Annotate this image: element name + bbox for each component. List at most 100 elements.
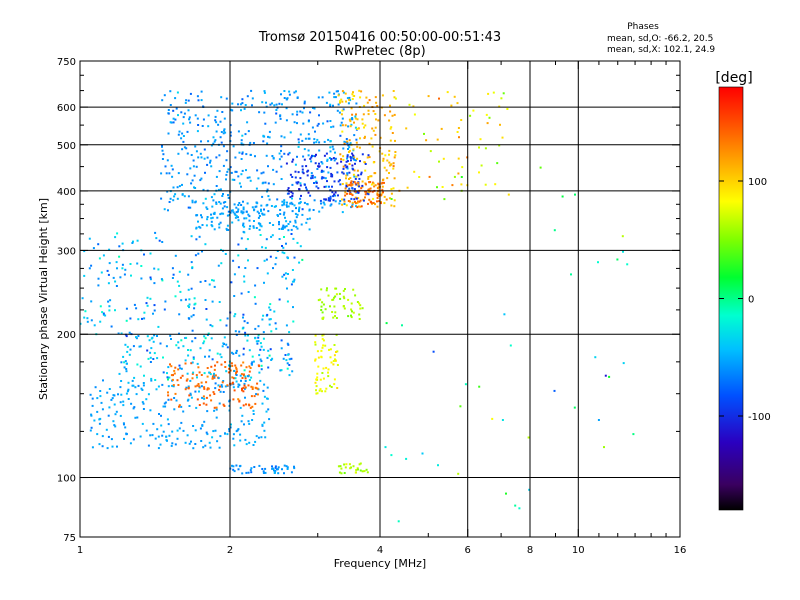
- data-point: [246, 95, 249, 98]
- data-point: [165, 172, 168, 175]
- data-point: [244, 104, 247, 106]
- data-point: [191, 340, 194, 343]
- data-point: [354, 471, 357, 474]
- data-point: [262, 181, 265, 184]
- data-point: [326, 159, 329, 162]
- data-point: [329, 197, 332, 200]
- data-point: [333, 180, 336, 183]
- data-point: [198, 390, 200, 393]
- data-point: [237, 243, 240, 246]
- data-point: [268, 130, 271, 133]
- data-point: [186, 372, 189, 375]
- data-point: [329, 140, 332, 143]
- data-point: [106, 391, 109, 394]
- data-point: [251, 386, 254, 389]
- data-point: [272, 168, 275, 171]
- data-point: [425, 139, 428, 142]
- data-point: [314, 334, 317, 337]
- data-point: [291, 197, 293, 200]
- data-point: [291, 160, 294, 163]
- data-point: [239, 406, 242, 409]
- x-tick-label: 2: [227, 545, 233, 556]
- data-point: [216, 109, 219, 112]
- data-point: [170, 338, 172, 340]
- data-point: [107, 282, 110, 285]
- data-point: [347, 148, 349, 150]
- data-point: [285, 162, 288, 165]
- data-point: [275, 256, 278, 259]
- data-point: [274, 466, 277, 469]
- data-point: [313, 182, 315, 184]
- data-point: [91, 397, 94, 400]
- data-point: [608, 375, 611, 378]
- data-point: [389, 110, 392, 113]
- data-point: [244, 438, 247, 441]
- data-point: [352, 465, 355, 468]
- data-point: [233, 315, 236, 318]
- data-point: [232, 211, 235, 214]
- data-point: [276, 214, 279, 216]
- data-point: [119, 401, 122, 404]
- data-point: [198, 225, 201, 228]
- data-point: [446, 91, 449, 94]
- data-point: [390, 198, 393, 200]
- data-point: [366, 101, 369, 104]
- data-point: [381, 94, 384, 97]
- data-point: [332, 195, 335, 198]
- data-point: [208, 355, 211, 358]
- data-point: [131, 379, 134, 382]
- data-point: [438, 97, 440, 100]
- data-point: [299, 133, 302, 136]
- data-point: [258, 222, 261, 225]
- data-point: [177, 341, 180, 344]
- data-point: [208, 349, 211, 352]
- data-point: [458, 136, 460, 139]
- data-point: [138, 345, 141, 348]
- data-point: [211, 225, 214, 228]
- data-point: [244, 396, 246, 399]
- data-point: [283, 236, 285, 238]
- data-point: [281, 245, 283, 247]
- data-point: [323, 140, 326, 143]
- data-point: [197, 124, 200, 126]
- data-point: [488, 116, 491, 119]
- data-point: [393, 113, 396, 116]
- data-point: [192, 356, 195, 359]
- data-point: [216, 440, 219, 443]
- data-point: [96, 397, 99, 400]
- data-point: [262, 314, 265, 317]
- data-point: [321, 162, 324, 165]
- data-point: [283, 464, 286, 467]
- data-point: [333, 378, 336, 381]
- data-point: [137, 335, 140, 337]
- data-point: [189, 206, 192, 209]
- data-point: [357, 181, 360, 184]
- data-point: [219, 435, 222, 438]
- data-point: [240, 185, 242, 188]
- data-point: [182, 345, 185, 348]
- data-point: [161, 99, 164, 102]
- data-point: [346, 157, 349, 160]
- data-point: [298, 188, 301, 191]
- data-point: [350, 159, 352, 162]
- data-point: [286, 342, 289, 345]
- data-point: [322, 377, 325, 380]
- data-point: [88, 237, 91, 240]
- data-point: [235, 380, 238, 383]
- data-point: [303, 183, 306, 186]
- data-point: [313, 138, 316, 141]
- data-point: [626, 263, 629, 266]
- data-point: [438, 160, 440, 163]
- data-point: [343, 307, 346, 310]
- data-point: [262, 389, 265, 392]
- data-point: [162, 405, 165, 408]
- y-tick-label: 75: [63, 533, 76, 544]
- data-point: [242, 404, 245, 407]
- data-point: [379, 202, 382, 205]
- data-point: [319, 298, 322, 301]
- data-point: [102, 379, 104, 382]
- data-point: [296, 155, 298, 158]
- data-point: [327, 371, 329, 374]
- data-point: [124, 426, 127, 429]
- data-point: [177, 133, 180, 136]
